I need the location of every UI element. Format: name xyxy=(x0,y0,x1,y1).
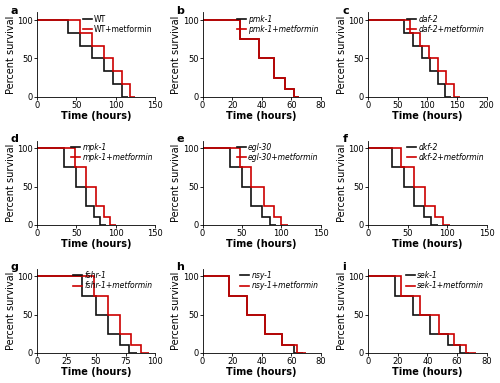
Y-axis label: Percent survival: Percent survival xyxy=(172,15,181,94)
Legend: sek-1, sek-1+metformin: sek-1, sek-1+metformin xyxy=(405,270,485,291)
X-axis label: Time (hours): Time (hours) xyxy=(60,367,131,377)
Legend: pmk-1, pmk-1+metformin: pmk-1, pmk-1+metformin xyxy=(236,14,320,35)
X-axis label: Time (hours): Time (hours) xyxy=(226,111,297,121)
Y-axis label: Percent survival: Percent survival xyxy=(6,144,16,222)
Legend: dkf-2, dkf-2+metformin: dkf-2, dkf-2+metformin xyxy=(406,142,485,163)
Y-axis label: Percent survival: Percent survival xyxy=(337,15,347,94)
Legend: nsy-1, nsy-1+metformin: nsy-1, nsy-1+metformin xyxy=(240,270,320,291)
Text: f: f xyxy=(342,134,347,144)
X-axis label: Time (hours): Time (hours) xyxy=(392,367,462,377)
Text: g: g xyxy=(11,262,18,272)
Text: b: b xyxy=(176,6,184,16)
X-axis label: Time (hours): Time (hours) xyxy=(226,239,297,249)
Legend: fshr-1, fshr-1+metformin: fshr-1, fshr-1+metformin xyxy=(72,270,154,291)
X-axis label: Time (hours): Time (hours) xyxy=(392,239,462,249)
Text: h: h xyxy=(176,262,184,272)
Text: a: a xyxy=(11,6,18,16)
Y-axis label: Percent survival: Percent survival xyxy=(6,15,16,94)
X-axis label: Time (hours): Time (hours) xyxy=(226,367,297,377)
Text: e: e xyxy=(176,134,184,144)
Y-axis label: Percent survival: Percent survival xyxy=(6,272,16,350)
X-axis label: Time (hours): Time (hours) xyxy=(392,111,462,121)
Text: d: d xyxy=(11,134,18,144)
X-axis label: Time (hours): Time (hours) xyxy=(60,239,131,249)
Text: c: c xyxy=(342,6,349,16)
Legend: daf-2, daf-2+metformin: daf-2, daf-2+metformin xyxy=(406,14,485,35)
Y-axis label: Percent survival: Percent survival xyxy=(172,144,181,222)
X-axis label: Time (hours): Time (hours) xyxy=(60,111,131,121)
Legend: egl-30, egl-30+metformin: egl-30, egl-30+metformin xyxy=(236,142,320,163)
Legend: mpk-1, mpk-1+metformin: mpk-1, mpk-1+metformin xyxy=(70,142,154,163)
Y-axis label: Percent survival: Percent survival xyxy=(337,144,347,222)
Y-axis label: Percent survival: Percent survival xyxy=(172,272,181,350)
Text: i: i xyxy=(342,262,346,272)
Legend: WT, WT+metformin: WT, WT+metformin xyxy=(82,14,154,35)
Y-axis label: Percent survival: Percent survival xyxy=(337,272,347,350)
